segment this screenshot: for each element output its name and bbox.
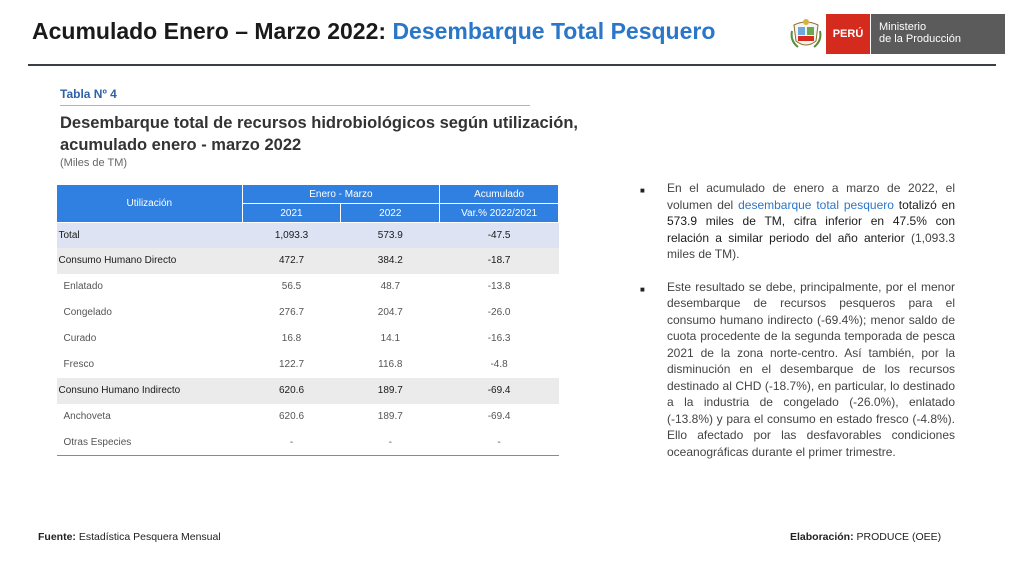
peru-label: PERÚ bbox=[826, 14, 870, 54]
commentary: ■ En el acumulado de enero a marzo de 20… bbox=[640, 180, 955, 476]
bullet-text: Este resultado se debe, principalmente, … bbox=[667, 279, 955, 459]
header-var: Var.% 2022/2021 bbox=[439, 203, 559, 223]
cell-var: -16.3 bbox=[439, 325, 559, 352]
bullet-text-part: (1,093.3 miles de TM). bbox=[667, 230, 955, 262]
header-divider bbox=[28, 64, 996, 66]
row-label: Consuno Humano Indirecto bbox=[56, 377, 243, 404]
produce-logo: PERÚ Ministerio de la Producción bbox=[790, 14, 1005, 54]
elaboration-label: Elaboración: bbox=[790, 531, 854, 543]
table-row-enlatado: Enlatado 56.5 48.7 -13.8 bbox=[56, 273, 559, 300]
square-bullet-icon: ■ bbox=[640, 284, 645, 294]
table-title-line2: acumulado enero - marzo 2022 bbox=[60, 136, 302, 154]
bullet-highlight-dark: totalizó en 573.9 miles de TM, cifra inf… bbox=[667, 197, 956, 245]
table-row-fresco: Fresco 122.7 116.8 -4.8 bbox=[56, 351, 559, 378]
row-label: Congelado bbox=[56, 299, 243, 326]
row-label: Consumo Humano Directo bbox=[56, 247, 243, 274]
cell-2021: 16.8 bbox=[242, 325, 341, 352]
coat-of-arms-icon bbox=[790, 17, 822, 51]
elaboration-value: PRODUCE (OEE) bbox=[853, 531, 942, 543]
table-title: Desembarque total de recursos hidrobioló… bbox=[60, 112, 620, 156]
cell-2021: 122.7 bbox=[242, 351, 341, 378]
cell-2022: 189.7 bbox=[340, 377, 440, 404]
cell-2021: 620.6 bbox=[242, 377, 341, 404]
row-label: Fresco bbox=[56, 351, 243, 378]
header-utilizacion: Utilización bbox=[56, 184, 243, 223]
table-row-curado: Curado 16.8 14.1 -16.3 bbox=[56, 325, 559, 352]
ministry-line1: Ministerio bbox=[879, 21, 927, 33]
row-label: Enlatado bbox=[56, 273, 243, 300]
source-value: Estadística Pesquera Mensual bbox=[75, 531, 221, 543]
page-title-main: Acumulado Enero – Marzo 2022: bbox=[32, 18, 387, 44]
bullet-text: En el acumulado de enero a marzo de 2022… bbox=[667, 180, 955, 263]
bullet-highlight-blue: desembarque total pesquero bbox=[738, 197, 894, 212]
cell-2021: - bbox=[242, 429, 341, 456]
page-title-accent: Desembarque Total Pesquero bbox=[392, 18, 716, 44]
cell-var: - bbox=[439, 429, 559, 456]
cell-2021: 1,093.3 bbox=[242, 222, 341, 248]
table-row-total: Total 1,093.3 573.9 -47.5 bbox=[56, 222, 559, 248]
cell-2022: 189.7 bbox=[340, 403, 440, 430]
table-number: Tabla Nº 4 bbox=[60, 87, 117, 101]
source-label: Fuente: bbox=[38, 531, 76, 543]
header-2021: 2021 bbox=[241, 203, 342, 223]
bullet-item: ■ Este resultado se debe, principalmente… bbox=[640, 279, 955, 461]
cell-2022: 204.7 bbox=[340, 299, 440, 326]
table-row-anchoveta: Anchoveta 620.6 189.7 -69.4 bbox=[56, 403, 559, 430]
bullet-item: ■ En el acumulado de enero a marzo de 20… bbox=[640, 180, 955, 263]
row-label: Otras Especies bbox=[56, 429, 243, 456]
row-label: Total bbox=[56, 222, 243, 248]
ministry-label: Ministerio de la Producción bbox=[870, 14, 1005, 54]
cell-var: -47.5 bbox=[439, 222, 559, 248]
cell-2021: 276.7 bbox=[242, 299, 341, 326]
footer-elaboration: Elaboración: PRODUCE (OEE) bbox=[790, 531, 941, 543]
cell-2021: 472.7 bbox=[242, 247, 341, 274]
cell-var: -18.7 bbox=[439, 247, 559, 274]
table-row-chd: Consumo Humano Directo 472.7 384.2 -18.7 bbox=[56, 247, 559, 274]
cell-2022: 384.2 bbox=[340, 247, 440, 274]
data-table: Utilización Enero - Marzo Acumulado 2021… bbox=[56, 184, 559, 456]
cell-var: -69.4 bbox=[439, 403, 559, 430]
cell-2021: 620.6 bbox=[242, 403, 341, 430]
square-bullet-icon: ■ bbox=[640, 186, 645, 195]
header-2022: 2022 bbox=[340, 203, 441, 223]
cell-2022: 116.8 bbox=[340, 351, 440, 378]
table-row-chi: Consuno Humano Indirecto 620.6 189.7 -69… bbox=[56, 377, 559, 404]
cell-2021: 56.5 bbox=[242, 273, 341, 300]
cell-var: -13.8 bbox=[439, 273, 559, 300]
table-number-divider bbox=[60, 105, 530, 106]
table-row-otras: Otras Especies - - - bbox=[56, 429, 559, 456]
table-row-congelado: Congelado 276.7 204.7 -26.0 bbox=[56, 299, 559, 326]
header-period: Enero - Marzo bbox=[241, 184, 441, 204]
ministry-line2: de la Producción bbox=[879, 33, 961, 45]
bullet-text-part: En el acumulado de enero a marzo de 2022… bbox=[667, 181, 955, 212]
cell-2022: 14.1 bbox=[340, 325, 440, 352]
cell-var: -69.4 bbox=[439, 377, 559, 404]
header-acumulado: Acumulado bbox=[439, 184, 559, 204]
row-label: Curado bbox=[56, 325, 243, 352]
cell-2022: 48.7 bbox=[340, 273, 440, 300]
cell-var: -4.8 bbox=[439, 351, 559, 378]
table-title-line1: Desembarque total de recursos hidrobioló… bbox=[60, 114, 579, 132]
table-units: (Miles de TM) bbox=[60, 157, 128, 169]
cell-var: -26.0 bbox=[439, 299, 559, 326]
row-label: Anchoveta bbox=[56, 403, 243, 430]
footer-source: Fuente: Estadística Pesquera Mensual bbox=[38, 531, 221, 543]
cell-2022: - bbox=[340, 429, 440, 456]
page-title: Acumulado Enero – Marzo 2022: Desembarqu… bbox=[32, 18, 715, 45]
cell-2022: 573.9 bbox=[340, 222, 440, 248]
